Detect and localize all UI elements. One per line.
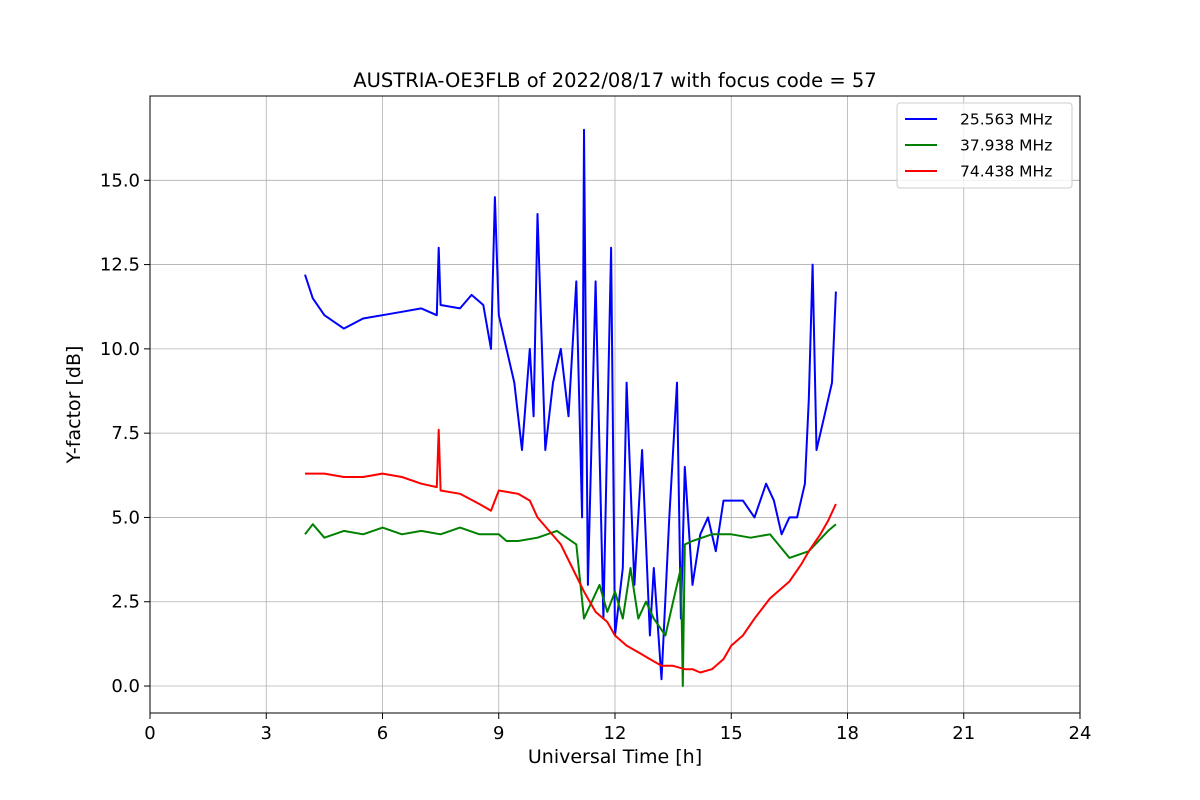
legend-box [896, 102, 1073, 189]
y-axis-label: Y-factor [dB] [63, 346, 85, 465]
x-tick-label: 24 [1069, 723, 1092, 744]
x-tick-label: 15 [720, 723, 743, 744]
y-axis-ticks: 0.0 2.5 5.0 7.5 10.0 12.5 15.0 [100, 170, 150, 697]
y-tick-label: 10.0 [100, 339, 140, 360]
plot-lines [304, 128, 837, 687]
legend: 25.563 MHz 37.938 MHz 74.438 MHz [896, 102, 1073, 189]
x-tick-label: 3 [261, 723, 272, 744]
y-tick-label: 0.0 [111, 676, 140, 697]
x-tick-label: 9 [493, 723, 504, 744]
series-line-74-438-mhz [305, 428, 837, 674]
y-tick-label: 15.0 [100, 170, 140, 191]
x-axis-label: Universal Time [h] [528, 746, 702, 768]
y-tick-label: 5.0 [111, 507, 140, 528]
x-tick-label: 0 [144, 723, 155, 744]
x-axis-ticks: 0 3 6 9 12 15 18 21 24 [144, 713, 1091, 744]
legend-label: 25.563 MHz [960, 111, 1052, 129]
x-tick-label: 6 [377, 723, 388, 744]
y-tick-label: 2.5 [111, 592, 140, 613]
y-tick-label: 7.5 [111, 423, 140, 444]
series-line-37-938-mhz [304, 523, 837, 687]
y-tick-label: 12.5 [100, 255, 140, 276]
x-tick-label: 12 [604, 723, 627, 744]
legend-label: 37.938 MHz [960, 137, 1052, 155]
x-tick-label: 21 [952, 723, 975, 744]
series-line-25-563-mhz [304, 128, 837, 681]
x-tick-label: 18 [836, 723, 859, 744]
chart-title: AUSTRIA-OE3FLB of 2022/08/17 with focus … [353, 69, 876, 92]
legend-label: 74.438 MHz [960, 163, 1052, 181]
